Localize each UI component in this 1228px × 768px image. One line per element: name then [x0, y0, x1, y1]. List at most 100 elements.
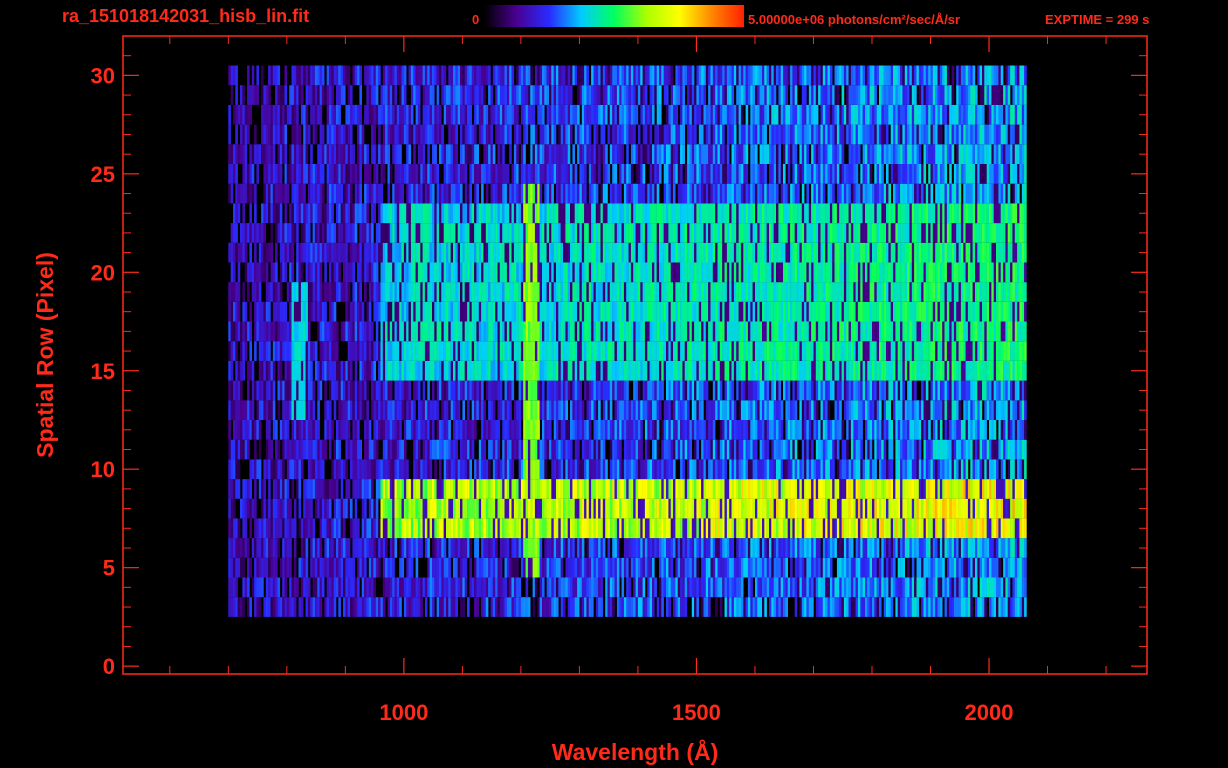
heatmap-cell	[937, 380, 941, 401]
heatmap-cell	[382, 498, 386, 519]
heatmap-cell	[855, 518, 859, 539]
heatmap-cell	[895, 538, 898, 558]
heatmap-cell	[902, 538, 905, 558]
heatmap-cell	[652, 518, 655, 539]
heatmap-cell	[867, 518, 870, 539]
heatmap-cell	[792, 439, 795, 460]
heatmap-cell	[361, 498, 365, 519]
heatmap-cell	[424, 400, 428, 420]
heatmap-cell	[270, 597, 274, 617]
heatmap-cell	[586, 439, 589, 460]
heatmap-cell	[478, 557, 482, 578]
heatmap-cell	[691, 459, 695, 480]
heatmap-cell	[546, 538, 550, 558]
heatmap-cell	[534, 400, 538, 420]
heatmap-cell	[759, 597, 763, 617]
heatmap-cell	[677, 538, 681, 558]
heatmap-cell	[378, 459, 381, 480]
heatmap-cell	[265, 439, 269, 460]
heatmap-cell	[495, 380, 498, 401]
heatmap-cell	[642, 301, 646, 322]
heatmap-cell	[378, 360, 381, 381]
heatmap-cell	[932, 557, 936, 578]
heatmap-cell	[724, 420, 728, 440]
heatmap-cell	[733, 597, 737, 617]
heatmap-cell	[689, 360, 692, 381]
heatmap-cell	[979, 439, 983, 460]
heatmap-cell	[605, 380, 608, 401]
heatmap-cell	[818, 518, 821, 539]
heatmap-cell	[361, 557, 365, 578]
heatmap-cell	[820, 479, 824, 499]
heatmap-cell	[282, 321, 285, 342]
heatmap-cell	[553, 360, 557, 381]
heatmap-cell	[867, 538, 870, 558]
heatmap-cell	[614, 518, 618, 539]
heatmap-cell	[946, 321, 950, 342]
heatmap-cell	[368, 557, 372, 578]
heatmap-cell	[258, 577, 262, 598]
heatmap-cell	[666, 498, 669, 519]
heatmap-cell	[560, 518, 564, 539]
heatmap-cell	[1000, 459, 1004, 480]
heatmap-cell	[946, 439, 950, 460]
heatmap-cell	[279, 518, 283, 539]
heatmap-cell	[701, 341, 704, 361]
heatmap-cell	[270, 498, 274, 519]
heatmap-cell	[958, 518, 962, 539]
heatmap-cell	[286, 479, 290, 499]
heatmap-cell	[886, 577, 889, 598]
heatmap-cell	[923, 597, 927, 617]
heatmap-cell	[422, 360, 426, 381]
heatmap-cell	[464, 557, 468, 578]
heatmap-cell	[595, 597, 599, 617]
heatmap-cell	[282, 439, 285, 460]
heatmap-cell	[710, 420, 714, 440]
heatmap-cell	[268, 341, 271, 361]
heatmap-cell	[808, 360, 812, 381]
heatmap-cell	[843, 538, 847, 558]
heatmap-cell	[867, 420, 870, 440]
heatmap-cell	[923, 557, 927, 578]
heatmap-cell	[389, 439, 393, 460]
heatmap-cell	[715, 400, 718, 420]
heatmap-cell	[799, 420, 802, 440]
heatmap-cell	[324, 498, 327, 519]
heatmap-cell	[371, 538, 374, 558]
heatmap-cell	[439, 380, 442, 401]
heatmap-cell	[286, 518, 290, 539]
heatmap-cell	[769, 380, 772, 401]
heatmap-cell	[670, 380, 674, 401]
heatmap-cell	[478, 518, 482, 539]
heatmap-cell	[743, 321, 746, 342]
heatmap-cell	[600, 518, 604, 539]
heatmap-cell	[677, 439, 681, 460]
heatmap-cell	[642, 498, 646, 519]
heatmap-cell	[286, 321, 290, 342]
heatmap-cell	[946, 557, 950, 578]
heatmap-cell	[895, 420, 898, 440]
heatmap-cell	[808, 498, 812, 519]
heatmap-cell	[865, 498, 868, 519]
heatmap-cell	[415, 597, 419, 617]
heatmap-cell	[778, 518, 781, 539]
heatmap-cell	[352, 459, 355, 480]
heatmap-cell	[350, 498, 353, 519]
heatmap-cell	[750, 557, 753, 578]
heatmap-cell	[429, 557, 433, 578]
heatmap-cell	[825, 341, 828, 361]
heatmap-cell	[364, 479, 367, 499]
heatmap-cell	[1003, 538, 1006, 558]
heatmap-cell	[815, 341, 819, 361]
heatmap-cell	[424, 597, 428, 617]
heatmap-cell	[797, 360, 800, 381]
heatmap-cell	[399, 538, 402, 558]
heatmap-cell	[879, 498, 882, 519]
heatmap-cell	[495, 459, 498, 480]
heatmap-cell	[808, 538, 812, 558]
heatmap-cell	[307, 380, 311, 401]
heatmap-cell	[628, 498, 632, 519]
heatmap-cell	[261, 321, 264, 342]
heatmap-cell	[415, 360, 419, 381]
heatmap-cell	[914, 479, 917, 499]
